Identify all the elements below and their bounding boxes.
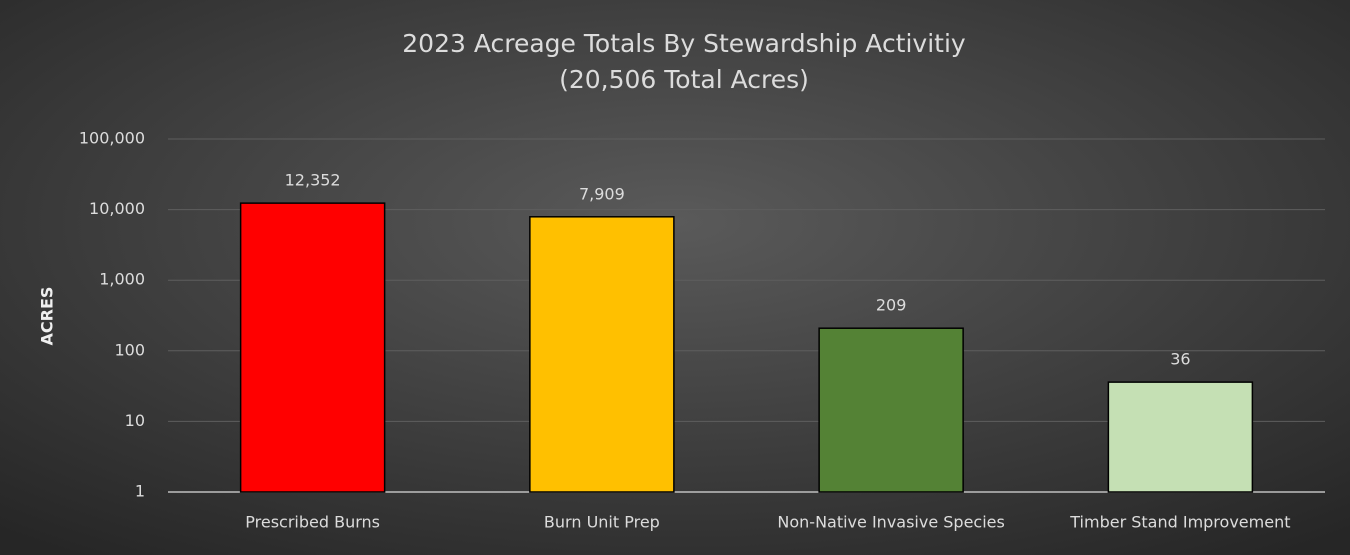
data-label: 7,909 — [579, 184, 625, 203]
y-tick-label: 10 — [125, 411, 145, 430]
y-tick-label: 10,000 — [89, 199, 145, 218]
bar — [529, 216, 675, 493]
data-label: 12,352 — [285, 171, 341, 190]
bar — [1107, 381, 1254, 493]
x-tick-label: Timber Stand Improvement — [1069, 513, 1290, 532]
data-label: 209 — [876, 296, 907, 315]
y-tick-label: 1,000 — [99, 270, 145, 289]
y-tick-label: 1 — [135, 482, 145, 501]
data-label: 36 — [1170, 350, 1190, 369]
bar — [239, 202, 386, 493]
y-tick-label: 100,000 — [79, 129, 145, 148]
x-tick-label: Burn Unit Prep — [544, 513, 660, 532]
y-axis-label: ACRES — [38, 287, 57, 346]
chart-subtitle: (20,506 Total Acres) — [559, 65, 809, 94]
chart-title: 2023 Acreage Totals By Stewardship Activ… — [402, 29, 966, 58]
x-tick-label: Prescribed Burns — [245, 513, 380, 532]
x-tick-label: Non-Native Invasive Species — [777, 513, 1004, 532]
bar — [818, 327, 964, 493]
y-tick-label: 100 — [114, 340, 145, 359]
